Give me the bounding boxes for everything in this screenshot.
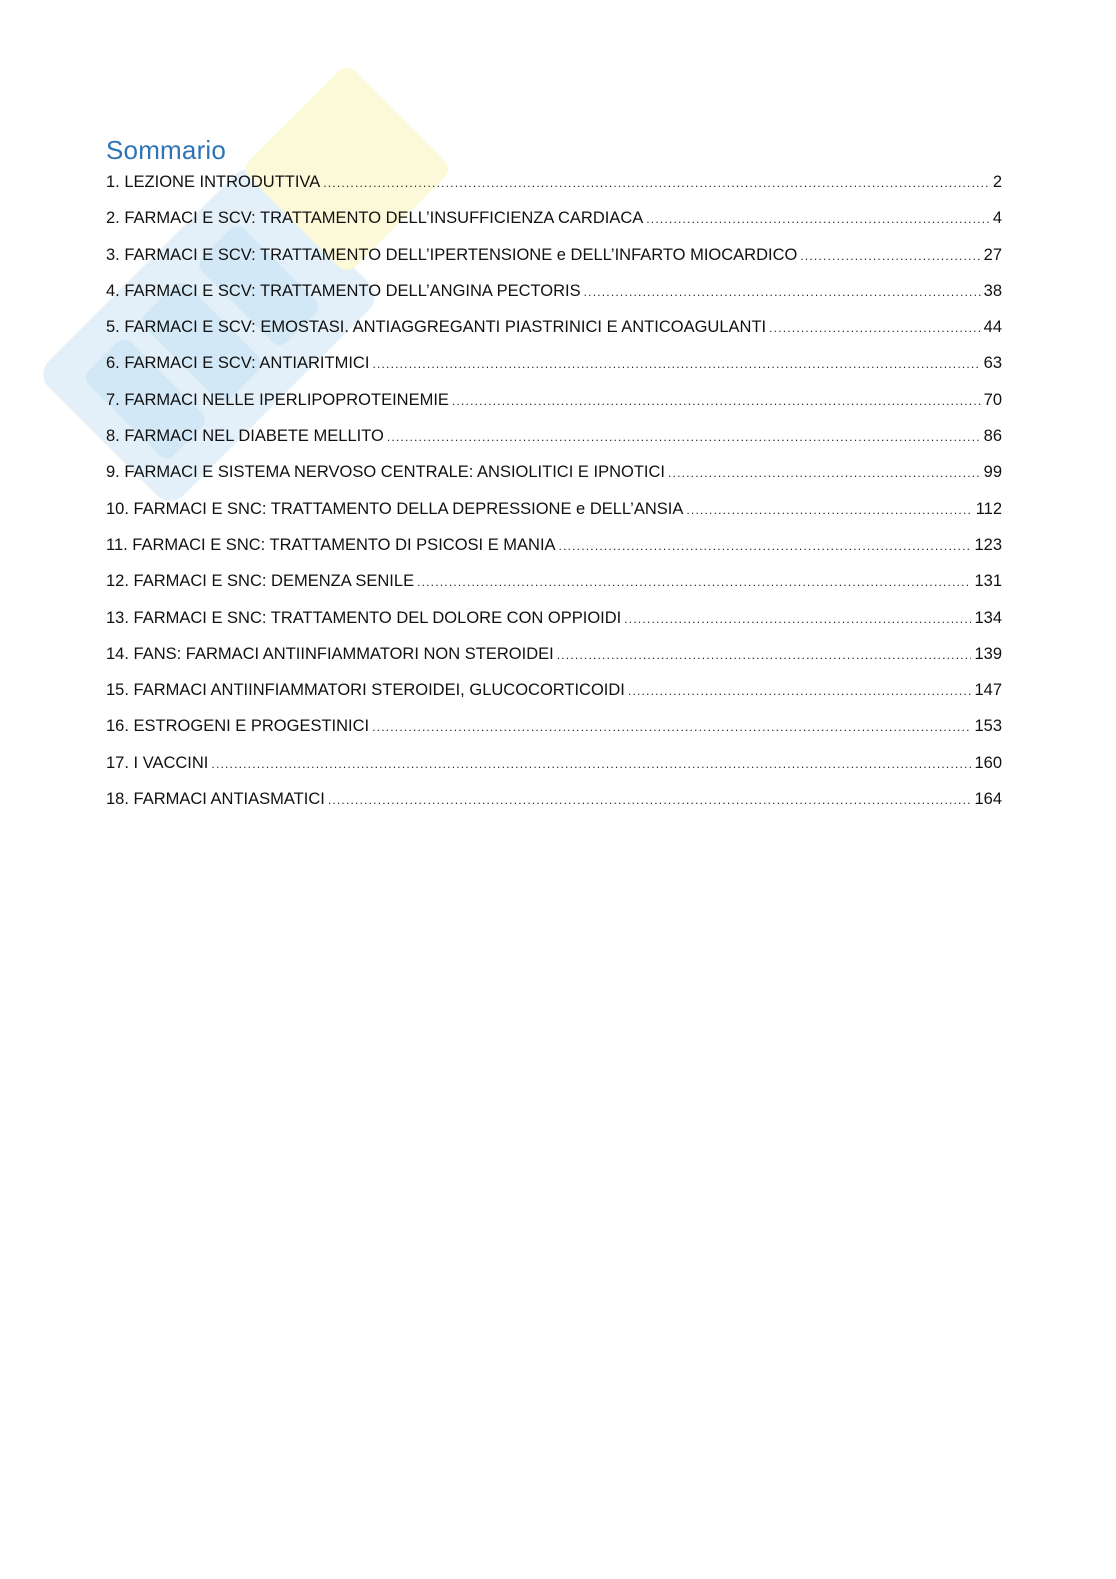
toc-entry-label[interactable]: 16. ESTROGENI E PROGESTINICI: [106, 717, 370, 736]
toc-entry-page[interactable]: 147: [974, 681, 1002, 700]
toc-entry-label[interactable]: 2. FARMACI E SCV: TRATTAMENTO DELL’INSUF…: [106, 209, 644, 228]
toc-entries: 1. LEZIONE INTRODUTTIVA 2 2. FARMACI E SCV…: [106, 172, 1002, 825]
toc-entry-page[interactable]: 139: [974, 644, 1002, 663]
toc-entry-page[interactable]: 4: [992, 209, 1002, 228]
toc-entry-page[interactable]: 131: [974, 572, 1002, 591]
toc-entry[interactable]: 15. FARMACI ANTIINFIAMMATORI STEROIDEI, …: [106, 680, 1002, 716]
toc-entry-label[interactable]: 11. FARMACI E SNC: TRATTAMENTO DI PSICOS…: [106, 535, 556, 554]
toc-entry[interactable]: 18. FARMACI ANTIASMATICI 164: [106, 789, 1002, 825]
toc-entry-page[interactable]: 86: [983, 427, 1002, 446]
toc-entry-label[interactable]: 18. FARMACI ANTIASMATICI: [106, 790, 325, 809]
toc-entry-page[interactable]: 38: [983, 281, 1002, 300]
toc-entry-page[interactable]: 27: [983, 245, 1002, 264]
toc-entry-label[interactable]: 17. I VACCINI: [106, 753, 209, 772]
toc-title: Sommario: [106, 135, 227, 165]
toc-entry-page[interactable]: 160: [974, 753, 1002, 772]
toc-entry-page[interactable]: 99: [983, 463, 1002, 482]
dot-leader: [686, 500, 972, 520]
toc-entry-label[interactable]: 10. FARMACI E SNC: TRATTAMENTO DELLA DEP…: [106, 499, 684, 518]
toc-entry-page[interactable]: 153: [974, 717, 1002, 736]
toc-entry[interactable]: 3. FARMACI E SCV: TRATTAMENTO DELL’IPERT…: [106, 245, 1002, 281]
toc-entry[interactable]: 4. FARMACI E SCV: TRATTAMENTO DELL’ANGIN…: [106, 281, 1002, 317]
toc-entry[interactable]: 12. FARMACI E SNC: DEMENZA SENILE 131: [106, 571, 1002, 607]
dot-leader: [769, 318, 981, 338]
toc-entry-label[interactable]: 14. FANS: FARMACI ANTIINFIAMMATORI NON S…: [106, 644, 554, 663]
toc-entry[interactable]: 6. FARMACI E SCV: ANTIARITMICI 63: [106, 353, 1002, 389]
toc-entry-label[interactable]: 8. FARMACI NEL DIABETE MELLITO: [106, 427, 384, 446]
dot-leader: [328, 790, 972, 810]
dot-leader: [668, 463, 981, 483]
toc-entry[interactable]: 16. ESTROGENI E PROGESTINICI 153: [106, 716, 1002, 752]
dot-leader: [557, 645, 972, 665]
dot-leader: [624, 609, 971, 629]
toc-entry[interactable]: 14. FANS: FARMACI ANTIINFIAMMATORI NON S…: [106, 644, 1002, 680]
toc-entry-page[interactable]: 44: [983, 318, 1002, 337]
toc-entry-label[interactable]: 4. FARMACI E SCV: TRATTAMENTO DELL’ANGIN…: [106, 281, 581, 300]
dot-leader: [646, 209, 990, 229]
dot-leader: [323, 173, 990, 193]
toc-entry[interactable]: 5. FARMACI E SCV: EMOSTASI. ANTIAGGREGAN…: [106, 317, 1002, 353]
dot-leader: [211, 754, 971, 774]
toc-entry[interactable]: 1. LEZIONE INTRODUTTIVA 2: [106, 172, 1002, 208]
toc-entry[interactable]: 7. FARMACI NELLE IPERLIPOPROTEINEMIE 70: [106, 390, 1002, 426]
toc-entry[interactable]: 11. FARMACI E SNC: TRATTAMENTO DI PSICOS…: [106, 535, 1002, 571]
toc-entry[interactable]: 2. FARMACI E SCV: TRATTAMENTO DELL’INSUF…: [106, 208, 1002, 244]
toc-entry[interactable]: 13. FARMACI E SNC: TRATTAMENTO DEL DOLOR…: [106, 608, 1002, 644]
dot-leader: [372, 354, 980, 374]
toc-entry-page[interactable]: 123: [974, 535, 1002, 554]
dot-leader: [628, 681, 972, 701]
toc-entry-label[interactable]: 13. FARMACI E SNC: TRATTAMENTO DEL DOLOR…: [106, 608, 622, 627]
toc-entry-page[interactable]: 63: [983, 354, 1002, 373]
dot-leader: [452, 391, 981, 411]
toc-entry-label[interactable]: 1. LEZIONE INTRODUTTIVA: [106, 173, 321, 191]
dot-leader: [559, 536, 972, 556]
toc-entry[interactable]: 8. FARMACI NEL DIABETE MELLITO 86: [106, 426, 1002, 462]
dot-leader: [372, 717, 971, 737]
table-of-contents: Sommario 1. LEZIONE INTRODUTTIVA 2 2. FARM…: [106, 134, 1002, 825]
toc-entry-label[interactable]: 9. FARMACI E SISTEMA NERVOSO CENTRALE: A…: [106, 463, 665, 482]
toc-entry-page[interactable]: 70: [983, 390, 1002, 409]
dot-leader: [417, 572, 971, 592]
toc-entry-label[interactable]: 6. FARMACI E SCV: ANTIARITMICI: [106, 354, 370, 373]
toc-entry-label[interactable]: 5. FARMACI E SCV: EMOSTASI. ANTIAGGREGAN…: [106, 318, 767, 337]
toc-entry-page[interactable]: 164: [974, 790, 1002, 809]
toc-entry-page[interactable]: 112: [975, 499, 1002, 518]
dot-leader: [800, 246, 980, 266]
toc-entry-label[interactable]: 12. FARMACI E SNC: DEMENZA SENILE: [106, 572, 415, 591]
toc-entry[interactable]: 10. FARMACI E SNC: TRATTAMENTO DELLA DEP…: [106, 499, 1002, 535]
toc-entry[interactable]: 9. FARMACI E SISTEMA NERVOSO CENTRALE: A…: [106, 462, 1002, 498]
toc-entry[interactable]: 17. I VACCINI 160: [106, 753, 1002, 789]
dot-leader: [387, 427, 981, 447]
toc-entry-label[interactable]: 15. FARMACI ANTIINFIAMMATORI STEROIDEI, …: [106, 681, 625, 700]
toc-entry-label[interactable]: 3. FARMACI E SCV: TRATTAMENTO DELL’IPERT…: [106, 245, 798, 264]
toc-entry-label[interactable]: 7. FARMACI NELLE IPERLIPOPROTEINEMIE: [106, 390, 449, 409]
dot-leader: [584, 282, 981, 302]
toc-entry-page[interactable]: 134: [974, 608, 1002, 627]
toc-entry-page[interactable]: 2: [992, 173, 1002, 191]
